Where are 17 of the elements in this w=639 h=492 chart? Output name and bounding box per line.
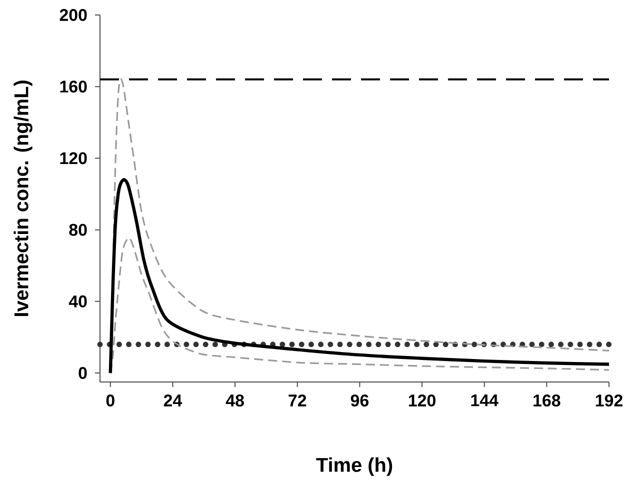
x-tick-label: 192 bbox=[596, 394, 622, 407]
x-tick-label: 24 bbox=[164, 394, 182, 406]
x-tick-label: 96 bbox=[350, 394, 369, 407]
x-tick-label: 48 bbox=[226, 394, 244, 407]
x-tick-label: 120 bbox=[408, 394, 436, 407]
x-tick-label: 144 bbox=[471, 394, 498, 406]
y-axis-title: Ivermectin conc. (ng/mL) bbox=[14, 80, 32, 316]
y-tick-label: 120 bbox=[60, 152, 87, 164]
y-tick-label: 200 bbox=[60, 8, 87, 21]
y-tick-label: 80 bbox=[69, 224, 87, 236]
y-tick-label: 160 bbox=[60, 80, 87, 93]
x-tick-label: 168 bbox=[534, 394, 560, 407]
x-axis-title: Time (h) bbox=[316, 457, 392, 476]
y-tick-label: 40 bbox=[68, 295, 87, 308]
y-tick-label: 0 bbox=[78, 367, 87, 380]
x-tick-label: 72 bbox=[288, 394, 306, 406]
x-tick-label: 0 bbox=[106, 394, 114, 407]
